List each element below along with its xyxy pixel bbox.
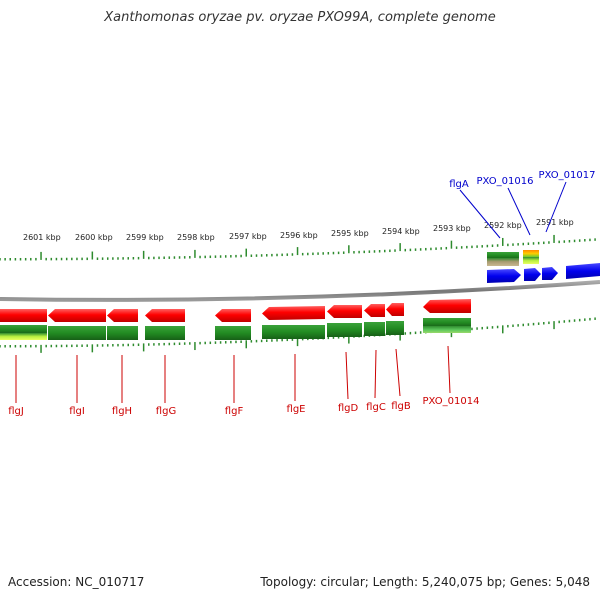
gene-arrow-offscreen — [566, 263, 600, 279]
gene-label-flgf: flgF — [225, 406, 244, 417]
gene-arrow-flgb — [386, 303, 404, 316]
accession-text: Accession: NC_010717 — [8, 575, 145, 589]
gene-label-pxo-01016: PXO_01016 — [477, 176, 534, 187]
kbp-label: 2597 kbp — [229, 232, 267, 241]
forward-label-leaders — [459, 181, 567, 239]
kbp-scale: 2601 kbp 2600 kbp 2599 kbp 2598 kbp 2597… — [23, 218, 574, 242]
forward-strand-genes — [487, 263, 600, 283]
map-title: Xanthomonas oryzae pv. oryzae PXO99A, co… — [104, 10, 496, 25]
upper-tick-track — [0, 234, 596, 261]
gene-label-flgb: flgB — [391, 401, 411, 412]
gene-arrow-pxo-01017 — [542, 267, 558, 280]
cds-block — [48, 326, 106, 340]
reverse-strand-genes — [0, 299, 471, 322]
gene-label-flgc: flgC — [366, 402, 386, 413]
kbp-label: 2594 kbp — [382, 227, 420, 236]
cds-block — [523, 250, 539, 257]
gene-arrow-pxo-01014 — [423, 299, 471, 313]
gene-arrow-pxo-01016 — [524, 268, 541, 281]
kbp-label: 2600 kbp — [75, 233, 113, 242]
gene-arrow-flgd — [327, 305, 362, 318]
gene-arrow-flgj — [0, 309, 47, 322]
cds-block — [107, 326, 138, 340]
gene-arrow-flgg — [145, 309, 185, 322]
gene-label-flga: flgA — [449, 179, 469, 190]
reverse-label-leaders — [15, 345, 451, 403]
gene-arrow-flgi — [48, 309, 106, 322]
kbp-label: 2595 kbp — [331, 229, 369, 238]
gene-arrow-flgc — [364, 304, 385, 317]
cds-block — [386, 321, 404, 335]
cds-block — [145, 326, 185, 340]
genome-summary-text: Topology: circular; Length: 5,240,075 bp… — [260, 575, 590, 589]
kbp-label: 2592 kbp — [484, 221, 522, 230]
forward-gene-labels: flgA PXO_01016 PXO_01017 — [449, 170, 595, 190]
cds-block — [0, 333, 47, 340]
cds-block — [487, 252, 519, 259]
cds-block — [215, 326, 251, 340]
kbp-label: 2596 kbp — [280, 231, 318, 240]
gene-label-pxo-01014: PXO_01014 — [423, 396, 480, 407]
kbp-label: 2598 kbp — [177, 233, 215, 242]
cds-block — [0, 325, 47, 334]
kbp-label: 2593 kbp — [433, 224, 471, 233]
cds-block — [423, 318, 471, 327]
cds-block — [423, 326, 471, 333]
cds-block — [523, 257, 539, 264]
gene-label-flgg: flgG — [156, 406, 176, 417]
gene-arrow-flga — [487, 269, 521, 283]
cds-block — [364, 322, 385, 336]
gene-label-flgj: flgJ — [8, 406, 24, 417]
kbp-label: 2601 kbp — [23, 233, 61, 242]
gene-label-flge: flgE — [287, 404, 306, 415]
reverse-gene-labels: flgJ flgI flgH flgG flgF flgE flgD flgC … — [8, 396, 479, 417]
genome-backbone — [0, 280, 600, 302]
cds-block — [327, 323, 362, 337]
gene-arrow-flgh — [107, 309, 138, 322]
cds-track-forward — [487, 250, 539, 266]
gene-label-pxo-01017: PXO_01017 — [539, 170, 596, 181]
cds-block — [262, 325, 325, 339]
cds-block — [487, 258, 519, 266]
gene-label-flgd: flgD — [338, 403, 359, 414]
gene-label-flgi: flgI — [69, 406, 85, 417]
gene-label-flgh: flgH — [112, 406, 132, 417]
kbp-label: 2599 kbp — [126, 233, 164, 242]
cds-track-reverse — [0, 318, 471, 340]
kbp-label: 2591 kbp — [536, 218, 574, 227]
gene-arrow-flge — [262, 306, 325, 320]
gene-arrow-flgf — [215, 309, 251, 322]
